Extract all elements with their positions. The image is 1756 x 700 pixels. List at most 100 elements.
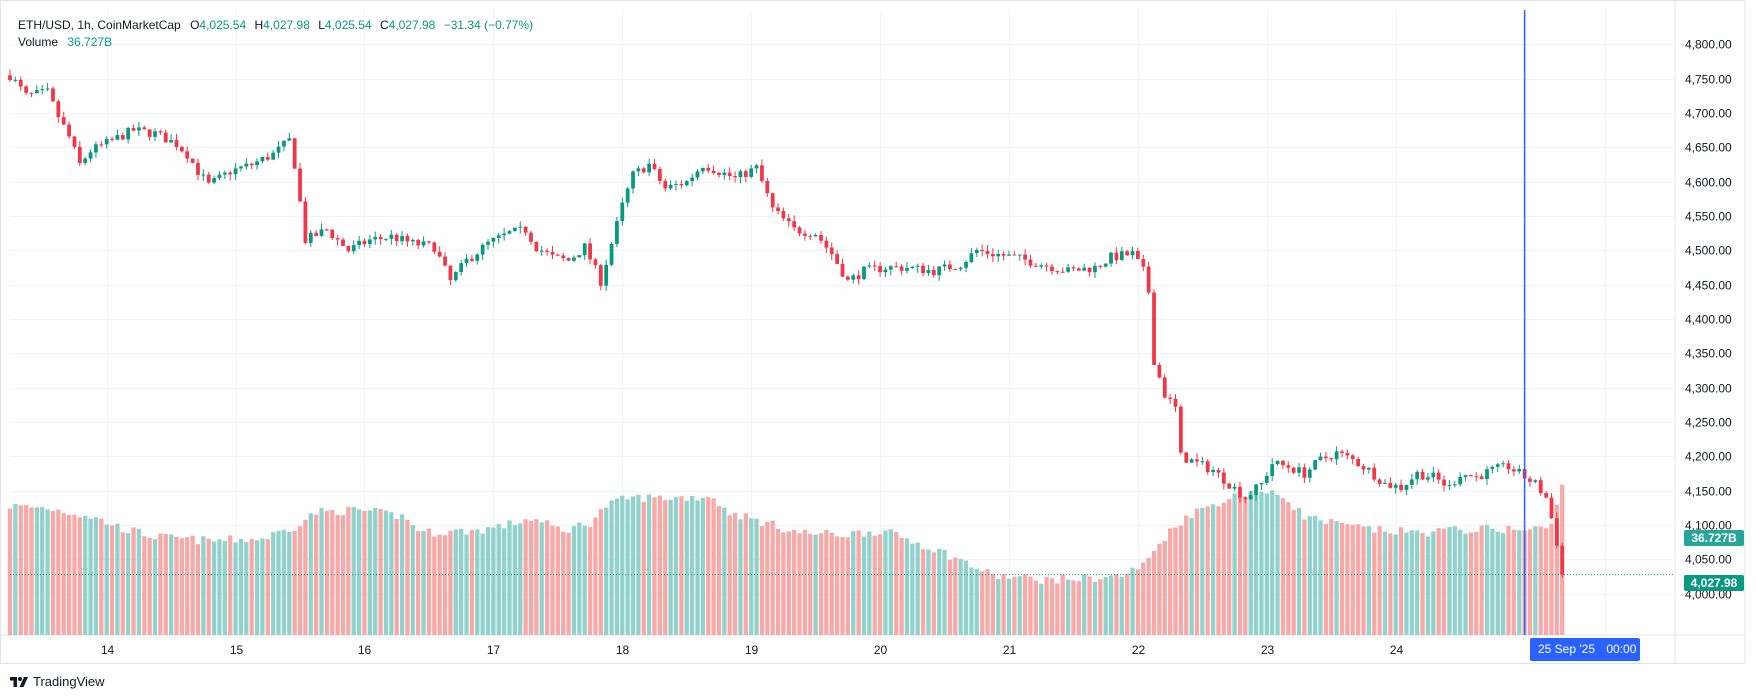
candle-body [190,158,195,163]
candle-body [803,233,807,236]
volume-bar [1189,517,1194,635]
candle-body [292,138,297,169]
symbol-title[interactable]: ETH/USD, 1h, CoinMarketCap [18,18,181,32]
volume-label[interactable]: Volume [18,35,59,49]
candle-body [507,231,512,234]
volume-bar [1452,526,1457,635]
tradingview-logo[interactable]: TradingView [10,674,105,689]
volume-legend-row: Volume 36.727B [18,34,533,51]
volume-bar [1028,576,1033,635]
volume-bar [684,500,689,635]
volume-bar [1490,528,1495,635]
volume-bar [641,502,646,635]
volume-bar [1119,576,1124,635]
candle-body [781,211,786,219]
volume-bar [1173,527,1178,635]
candle-body [711,170,716,173]
candle-body [631,171,635,189]
candle-body [201,174,206,176]
candle-body [1560,545,1565,575]
volume-bar [609,500,614,635]
volume-bar [1092,581,1098,635]
candle-body [835,254,840,264]
crosshair-time: 00:00 [1606,642,1637,656]
volume-bar [786,531,791,635]
volume-bar [1527,529,1533,635]
volume-bar [131,527,136,635]
volume-bar [1554,504,1559,635]
candle-body [1544,493,1548,498]
volume-bar [926,549,931,635]
volume-bar [802,529,808,635]
volume-bar [34,507,40,635]
candle-body [566,258,571,261]
candle-body [61,117,66,125]
volume-bar [700,498,706,635]
volume-bar [469,530,475,635]
volume-bar [974,568,979,635]
candle-body [1388,482,1393,488]
volume-bar [749,518,754,635]
volume-bar [1388,533,1393,635]
volume-bar [485,527,491,635]
candle-body [351,245,356,252]
volume-bar [969,567,974,635]
candle-body [1012,254,1017,256]
volume-bar [523,519,528,635]
volume-bar [646,494,652,635]
candle-body [1055,271,1060,273]
candle-body [1157,364,1162,378]
candle-body [776,207,780,212]
candle-body [1297,467,1301,473]
candle-body [824,240,829,248]
y-tick-label: 4,200.00 [1685,450,1732,464]
volume-bar [1533,526,1538,635]
volume-bar [630,496,636,635]
candle-body [367,239,372,245]
volume-bar [1296,508,1302,635]
volume-bar [1409,530,1414,635]
volume-bar [340,515,346,635]
volume-bar [206,538,211,635]
volume-bar [1350,524,1355,635]
candle-body [276,146,281,153]
volume-bar [1318,520,1323,635]
volume-bar [512,525,518,635]
volume-bar [1108,575,1114,635]
candle-body [948,264,952,270]
candle-body [453,272,458,281]
volume-bar [1329,519,1334,635]
candle-body [255,161,259,166]
candle-body [18,79,23,87]
volume-bar [604,507,609,635]
tradingview-brand-name: TradingView [33,674,105,689]
volume-bar [45,509,50,635]
volume-bar [394,519,399,635]
candle-body [604,264,609,286]
candle-body [206,174,211,183]
volume-bar [491,527,496,635]
candle-body [1130,251,1135,256]
candle-body [29,92,34,94]
candle-body [56,101,61,118]
volume-bar [1543,528,1549,635]
volume-bar [93,517,99,635]
candle-body [8,75,12,81]
candle-body [308,232,313,243]
candle-body [1023,254,1027,260]
candle-body [878,266,882,273]
candle-body [845,276,850,280]
candle-body [1356,458,1360,467]
candle-body [416,239,421,246]
low-label: L [318,18,325,32]
volume-bar [1436,528,1441,635]
volume-bar [888,529,893,635]
volume-bar [598,509,603,635]
chart-legend: ETH/USD, 1h, CoinMarketCap O4,025.54 H4,… [18,17,533,51]
volume-bar [1060,574,1065,635]
volume-bar [287,531,292,635]
candle-body [1001,254,1006,256]
x-tick-label: 24 [1390,643,1404,657]
candle-body [647,163,652,173]
